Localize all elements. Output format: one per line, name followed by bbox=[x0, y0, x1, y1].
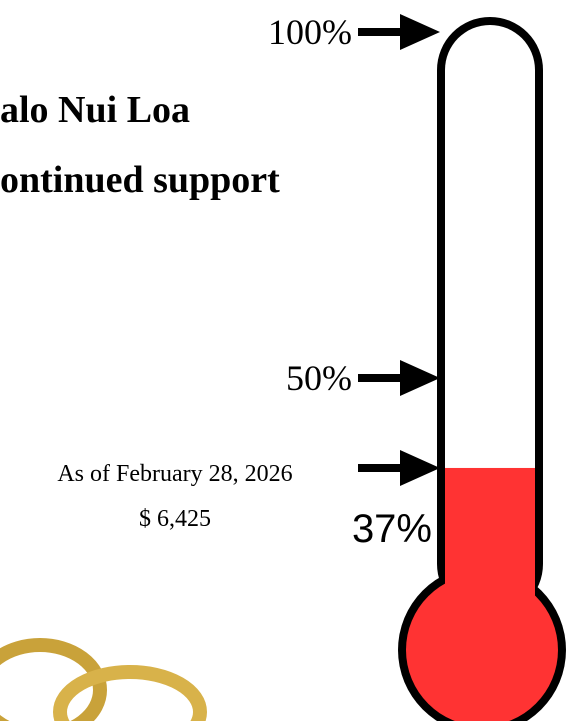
tick-label: 100% bbox=[268, 12, 352, 52]
date-annotation: As of February 28, 2026 bbox=[57, 461, 292, 487]
level-fill bbox=[445, 468, 535, 640]
tick-label: 50% bbox=[286, 358, 352, 398]
arrow bbox=[358, 14, 440, 50]
amount-label: $ 6,425 bbox=[139, 506, 211, 532]
title-line: alo Nui Loa bbox=[0, 89, 190, 131]
rings-decoration bbox=[0, 645, 200, 721]
value-label: 37% bbox=[352, 507, 432, 551]
title-line: ontinued support bbox=[0, 159, 280, 201]
arrow bbox=[358, 450, 440, 486]
thermometer-graphic: alo Nui Loa ontinued support As of Febru… bbox=[0, 0, 566, 721]
arrow bbox=[358, 360, 440, 396]
